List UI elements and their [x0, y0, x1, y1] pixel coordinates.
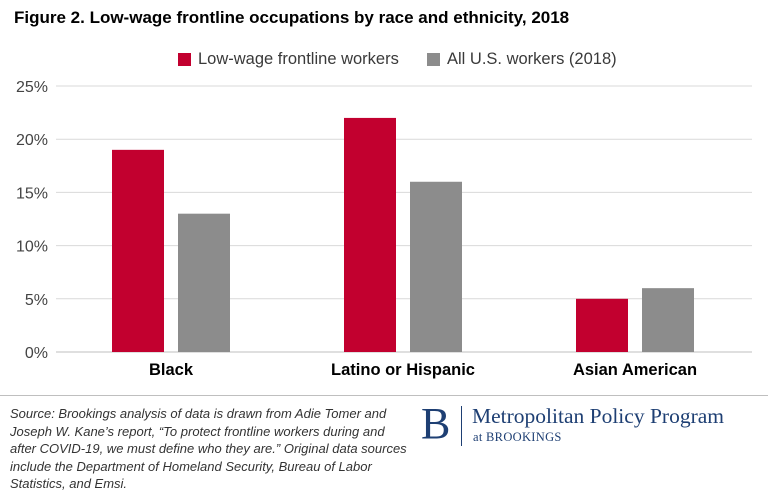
legend-swatch-series-2 [427, 53, 440, 66]
source-note: Source: Brookings analysis of data is dr… [10, 406, 407, 492]
brookings-logo: B Metropolitan Policy Program at BROOKIN… [421, 399, 761, 453]
y-tick-label-25: 25% [16, 79, 48, 96]
chart-legend: Low-wage frontline workers All U.S. work… [0, 50, 768, 72]
chart-title: Figure 2. Low-wage frontline occupations… [14, 8, 570, 27]
bar-all-workers-asian-american [642, 288, 694, 352]
bar-frontline-latino-or-hispanic [344, 117, 396, 352]
footer-divider [0, 395, 768, 396]
bar-all-workers-latino-or-hispanic [410, 181, 462, 352]
y-tick-label-5: 5% [25, 292, 48, 309]
y-tick-label-15: 15% [16, 185, 48, 202]
bar-all-workers-black [178, 213, 230, 352]
y-tick-label-0: 0% [25, 345, 48, 362]
x-tick-label-latino-or-hispanic: Latino or Hispanic [331, 361, 475, 379]
legend-item-series-1: Low-wage frontline workers [178, 50, 399, 69]
legend-label-series-1: Low-wage frontline workers [198, 50, 399, 68]
logo-letter: B [421, 399, 451, 448]
logo-subtitle: at BROOKINGS [473, 430, 562, 444]
bar-chart: 0% 5% 10% 15% 20% 25% Black Latino or Hispanic A… [16, 79, 752, 379]
y-tick-label-10: 10% [16, 239, 48, 256]
x-tick-label-black: Black [149, 361, 194, 379]
logo-program-name: Metropolitan Policy Program [472, 404, 724, 428]
x-tick-label-asian-american: Asian American [573, 361, 697, 379]
legend-label-series-2: All U.S. workers (2018) [447, 50, 617, 68]
bar-frontline-asian-american [576, 298, 628, 352]
y-tick-label-20: 20% [16, 132, 48, 149]
legend-item-series-2: All U.S. workers (2018) [427, 50, 617, 69]
bar-frontline-black [112, 149, 164, 352]
legend-swatch-series-1 [178, 53, 191, 66]
logo-divider [461, 406, 462, 446]
